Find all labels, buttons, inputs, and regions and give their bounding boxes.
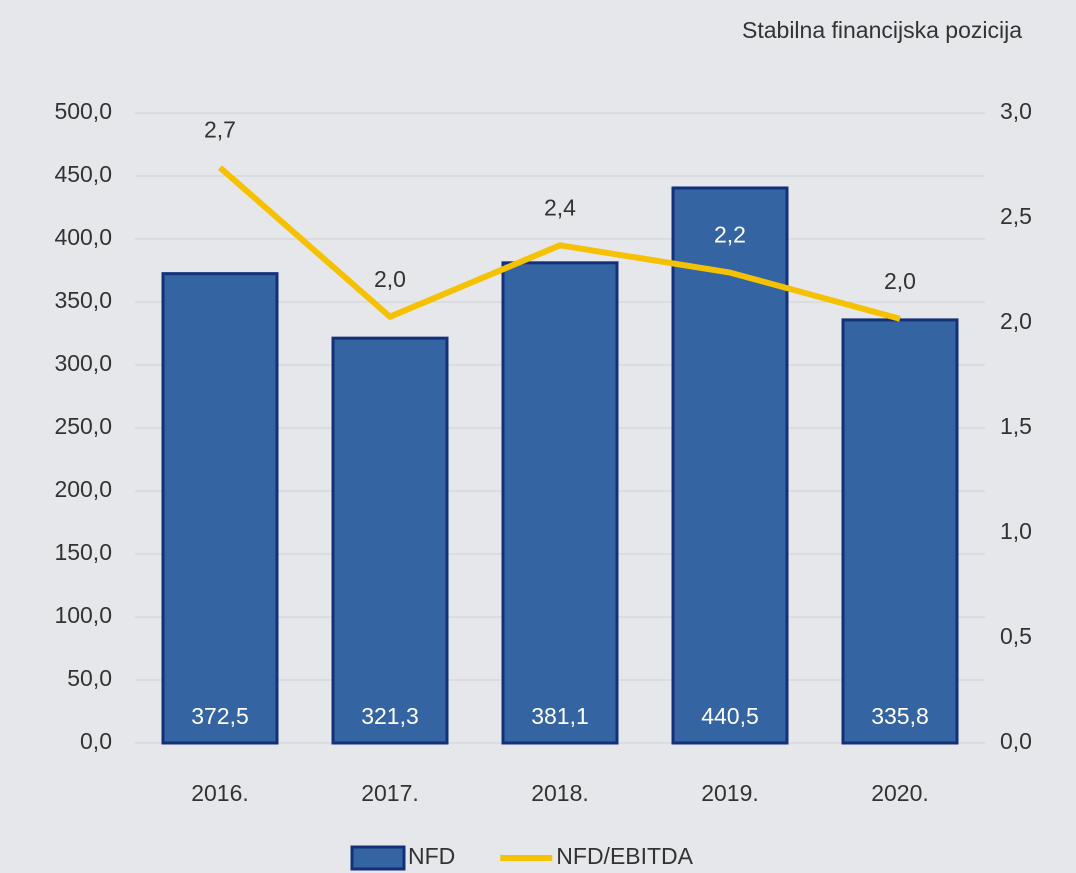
bar-value-label: 381,1	[531, 703, 589, 729]
x-tick-label: 2020.	[871, 780, 929, 806]
y2-tick-label: 3,0	[1000, 98, 1032, 124]
y2-tick-label: 2,0	[1000, 308, 1032, 334]
legend-swatch	[352, 847, 404, 869]
chart: Stabilna financijska pozicija 0,0 50,0 100…	[0, 0, 1076, 873]
y2-tick-label: 0,0	[1000, 728, 1032, 754]
y-tick-label: 400,0	[54, 224, 112, 250]
bar	[503, 263, 617, 743]
x-tick-label: 2018.	[531, 780, 589, 806]
bar-value-label: 321,3	[361, 703, 419, 729]
y-tick-label: 200,0	[54, 476, 112, 502]
line-value-label: 2,4	[544, 194, 576, 220]
line-value-label: 2,0	[374, 266, 406, 292]
y-tick-label: 250,0	[54, 413, 112, 439]
bar-value-label: 440,5	[701, 703, 759, 729]
line-value-label: 2,0	[884, 268, 916, 294]
line-value-label: 2,7	[204, 117, 236, 143]
x-tick-label: 2017.	[361, 780, 419, 806]
y-tick-label: 350,0	[54, 287, 112, 313]
bar-value-label: 372,5	[191, 703, 249, 729]
y-tick-label: 100,0	[54, 602, 112, 628]
line-value-label: 2,2	[714, 222, 746, 248]
y-tick-label: 450,0	[54, 161, 112, 187]
y-tick-label: 500,0	[54, 98, 112, 124]
y2-tick-label: 1,0	[1000, 518, 1032, 544]
x-tick-label: 2016.	[191, 780, 249, 806]
y2-tick-label: 0,5	[1000, 623, 1032, 649]
bar	[843, 320, 957, 743]
y-tick-label: 300,0	[54, 350, 112, 376]
legend-label: NFD	[408, 843, 455, 869]
y2-tick-label: 1,5	[1000, 413, 1032, 439]
y2-tick-label: 2,5	[1000, 203, 1032, 229]
y-tick-label: 150,0	[54, 539, 112, 565]
legend-label: NFD/EBITDA	[556, 843, 693, 869]
bar-value-label: 335,8	[871, 703, 929, 729]
bar	[333, 338, 447, 743]
y-tick-label: 50,0	[67, 665, 112, 691]
x-tick-label: 2019.	[701, 780, 759, 806]
bar	[163, 274, 277, 743]
y-tick-label: 0,0	[80, 728, 112, 754]
chart-title: Stabilna financijska pozicija	[742, 17, 1022, 43]
